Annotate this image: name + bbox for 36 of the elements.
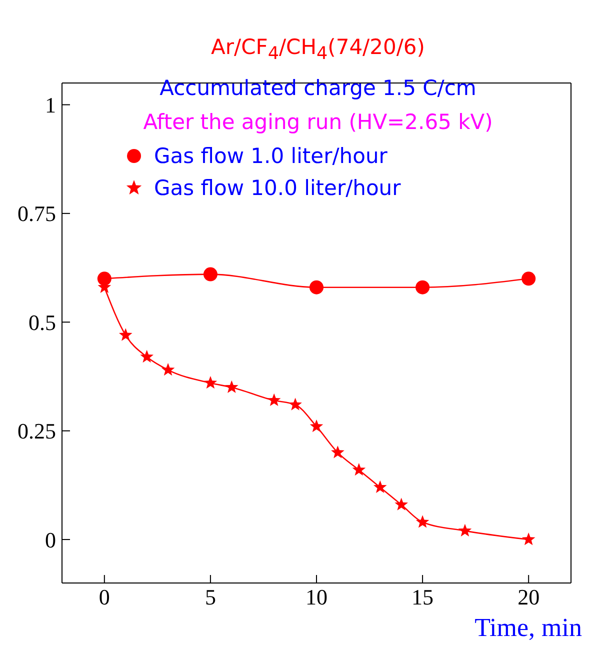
point	[310, 419, 324, 432]
y-tick-label: 0	[45, 527, 56, 552]
point	[97, 272, 112, 286]
x-tick-label: 0	[98, 584, 110, 610]
x-tick-label: 20	[518, 584, 540, 610]
x-axis-title: Time, min	[474, 613, 582, 643]
point	[204, 376, 218, 389]
x-tick-label: 15	[412, 584, 434, 610]
point	[458, 524, 472, 536]
point	[288, 398, 302, 410]
point	[118, 328, 132, 341]
y-tick-label: 0.75	[18, 201, 56, 226]
point	[203, 267, 218, 282]
y-tick-label: 1	[45, 92, 56, 118]
legend-label: Gas flow 1.0 liter/hour	[154, 143, 388, 170]
point	[522, 272, 536, 286]
point	[352, 462, 366, 476]
point	[140, 350, 154, 363]
point	[522, 532, 536, 546]
point	[161, 362, 175, 376]
point	[416, 280, 430, 294]
point	[331, 446, 344, 458]
point	[310, 280, 324, 294]
annotation: Accumulated charge 1.5 C/cm	[160, 76, 476, 100]
annotation: After the aging run (HV=2.65 kV)	[143, 110, 493, 134]
text: Ar/CF$_{4}$/CH$_{4}$(74/20/6)	[211, 35, 425, 64]
point	[394, 498, 408, 510]
y-tick-label: 0.25	[18, 418, 56, 444]
y-tick-label: 0.5	[28, 310, 56, 335]
point	[267, 393, 281, 406]
legend-label: Gas flow 10.0 liter/hour	[154, 175, 401, 202]
point	[373, 480, 387, 494]
x-tick-label: 5	[204, 584, 216, 610]
x-tick-label: 10	[306, 584, 328, 610]
point	[225, 380, 238, 394]
point	[416, 515, 430, 528]
